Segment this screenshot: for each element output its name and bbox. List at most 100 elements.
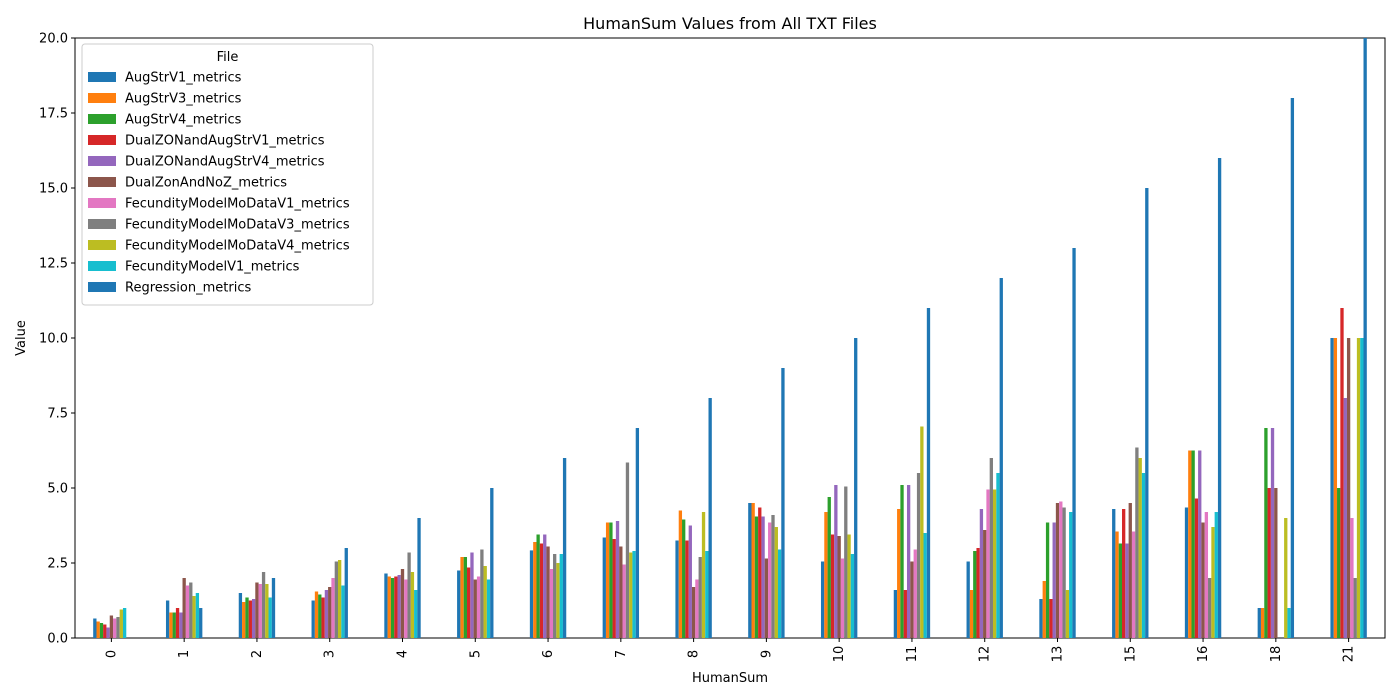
- bar-DualZONandAugStrV1_metrics-6: [539, 543, 544, 638]
- y-axis-label: Value: [14, 320, 29, 356]
- bar-DualZonAndNoZ_metrics-8: [691, 587, 696, 638]
- legend-swatch-DualZONandAugStrV1_metrics: [88, 135, 116, 145]
- bar-DualZonAndNoZ_metrics-7: [619, 546, 623, 638]
- bar-DualZonAndNoZ_metrics-1: [182, 578, 186, 638]
- legend-swatch-Regression_metrics: [88, 282, 116, 292]
- bar-FecundityModelMoDataV4_metrics-9: [774, 527, 778, 638]
- bar-DualZONandAugStrV4_metrics-21: [1343, 398, 1347, 638]
- bar-DualZONandAugStrV4_metrics-13: [1052, 522, 1056, 638]
- legend-swatch-FecundityModelV1_metrics: [88, 261, 116, 271]
- bar-AugStrV1_metrics-0: [93, 618, 97, 638]
- bar-Regression_metrics-1: [199, 608, 203, 638]
- bar-AugStrV3_metrics-16: [1188, 450, 1192, 638]
- bar-AugStrV1_metrics-4: [384, 573, 388, 638]
- bar-FecundityModelMoDataV1_metrics-0: [113, 618, 117, 638]
- x-tick-label-12: 12: [978, 646, 993, 663]
- bar-FecundityModelV1_metrics-12: [996, 473, 1000, 638]
- bar-FecundityModelMoDataV4_metrics-4: [410, 572, 415, 638]
- bar-DualZONandAugStrV1_metrics-11: [903, 590, 907, 638]
- bar-FecundityModelMoDataV1_metrics-11: [913, 549, 917, 638]
- bar-DualZonAndNoZ_metrics-13: [1055, 503, 1060, 638]
- bar-DualZONandAugStrV1_metrics-12: [976, 548, 980, 638]
- bar-FecundityModelMoDataV3_metrics-15: [1135, 447, 1139, 638]
- bar-FecundityModelMoDataV1_metrics-1: [185, 585, 190, 638]
- bar-Regression_metrics-13: [1072, 248, 1076, 638]
- bar-AugStrV4_metrics-8: [682, 519, 686, 638]
- bar-Regression_metrics-3: [344, 548, 348, 638]
- bar-AugStrV4_metrics-12: [973, 551, 977, 638]
- bar-FecundityModelMoDataV1_metrics-16: [1204, 512, 1209, 638]
- bar-DualZONandAugStrV4_metrics-12: [979, 509, 984, 638]
- bar-FecundityModelMoDataV4_metrics-18: [1284, 518, 1288, 638]
- bar-AugStrV4_metrics-16: [1191, 450, 1195, 638]
- bar-DualZONandAugStrV1_metrics-4: [394, 576, 398, 638]
- bar-AugStrV4_metrics-7: [609, 522, 613, 638]
- bar-Regression_metrics-15: [1145, 188, 1149, 638]
- bar-FecundityModelMoDataV3_metrics-11: [916, 473, 921, 638]
- x-tick-label-2: 2: [250, 650, 265, 658]
- x-tick-label-13: 13: [1051, 646, 1066, 663]
- bar-FecundityModelMoDataV4_metrics-7: [629, 552, 633, 638]
- bar-AugStrV3_metrics-1: [169, 612, 173, 638]
- bar-FecundityModelMoDataV3_metrics-1: [189, 582, 193, 638]
- bar-AugStrV1_metrics-8: [675, 540, 679, 638]
- legend-swatch-FecundityModelMoDataV3_metrics: [88, 219, 116, 229]
- bar-DualZONandAugStrV4_metrics-9: [761, 516, 765, 638]
- bar-DualZonAndNoZ_metrics-4: [400, 569, 405, 638]
- bar-AugStrV3_metrics-15: [1115, 531, 1119, 638]
- bar-FecundityModelMoDataV3_metrics-3: [334, 561, 338, 638]
- bar-AugStrV1_metrics-10: [820, 561, 825, 638]
- bar-FecundityModelMoDataV3_metrics-4: [407, 552, 411, 638]
- bar-DualZonAndNoZ_metrics-3: [328, 587, 332, 638]
- y-tick-label-15.0: 15.0: [39, 182, 68, 197]
- bar-DualZONandAugStrV4_metrics-7: [615, 521, 620, 638]
- legend-swatch-AugStrV3_metrics: [88, 93, 116, 103]
- x-tick-label-6: 6: [541, 650, 556, 658]
- bar-AugStrV3_metrics-0: [96, 621, 100, 638]
- bar-FecundityModelMoDataV3_metrics-10: [844, 486, 848, 638]
- bar-AugStrV3_metrics-10: [824, 512, 828, 638]
- bar-FecundityModelV1_metrics-7: [632, 551, 636, 638]
- bar-DualZonAndNoZ_metrics-18: [1274, 488, 1278, 638]
- bar-AugStrV4_metrics-1: [172, 612, 176, 638]
- bar-AugStrV4_metrics-3: [318, 594, 322, 638]
- bar-FecundityModelMoDataV4_metrics-0: [119, 609, 123, 638]
- bar-FecundityModelMoDataV4_metrics-1: [192, 596, 196, 638]
- bar-DualZONandAugStrV4_metrics-6: [543, 534, 547, 638]
- bar-Regression_metrics-11: [926, 308, 931, 638]
- bar-FecundityModelMoDataV4_metrics-6: [556, 563, 560, 638]
- bar-DualZONandAugStrV4_metrics-3: [324, 590, 329, 638]
- legend-label-AugStrV1_metrics: AugStrV1_metrics: [125, 71, 242, 86]
- y-tick-label-10.0: 10.0: [39, 332, 68, 347]
- x-tick-label-15: 15: [1123, 646, 1138, 663]
- bar-DualZONandAugStrV4_metrics-2: [251, 599, 256, 638]
- bar-AugStrV4_metrics-6: [536, 534, 540, 638]
- bar-FecundityModelMoDataV1_metrics-3: [331, 578, 335, 638]
- bar-FecundityModelMoDataV3_metrics-6: [553, 554, 557, 638]
- bar-Regression_metrics-12: [999, 278, 1003, 638]
- bar-AugStrV3_metrics-5: [460, 557, 464, 638]
- bar-AugStrV1_metrics-3: [311, 600, 315, 638]
- bars-group: [93, 38, 1367, 638]
- bar-DualZONandAugStrV1_metrics-16: [1194, 498, 1199, 638]
- bar-FecundityModelMoDataV4_metrics-16: [1211, 527, 1215, 638]
- bar-Regression_metrics-16: [1217, 158, 1222, 638]
- bar-FecundityModelV1_metrics-4: [414, 590, 418, 638]
- bar-FecundityModelMoDataV1_metrics-2: [258, 584, 262, 638]
- bar-AugStrV4_metrics-15: [1118, 543, 1123, 638]
- bar-AugStrV3_metrics-13: [1042, 581, 1046, 638]
- bar-AugStrV1_metrics-18: [1257, 608, 1261, 638]
- bar-FecundityModelV1_metrics-21: [1360, 338, 1364, 638]
- x-tick-label-9: 9: [759, 650, 774, 658]
- bar-FecundityModelV1_metrics-1: [195, 593, 200, 638]
- bar-FecundityModelMoDataV4_metrics-12: [992, 489, 997, 638]
- bar-AugStrV4_metrics-18: [1264, 428, 1268, 638]
- legend-label-FecundityModelMoDataV3_metrics: FecundityModelMoDataV3_metrics: [125, 218, 350, 233]
- bar-FecundityModelV1_metrics-8: [705, 551, 709, 638]
- bar-AugStrV1_metrics-9: [748, 503, 752, 638]
- bar-DualZONandAugStrV1_metrics-15: [1122, 509, 1126, 638]
- bar-AugStrV1_metrics-15: [1112, 509, 1116, 638]
- bar-AugStrV1_metrics-16: [1184, 507, 1189, 638]
- bar-AugStrV3_metrics-18: [1260, 608, 1265, 638]
- bar-FecundityModelMoDataV3_metrics-16: [1208, 578, 1212, 638]
